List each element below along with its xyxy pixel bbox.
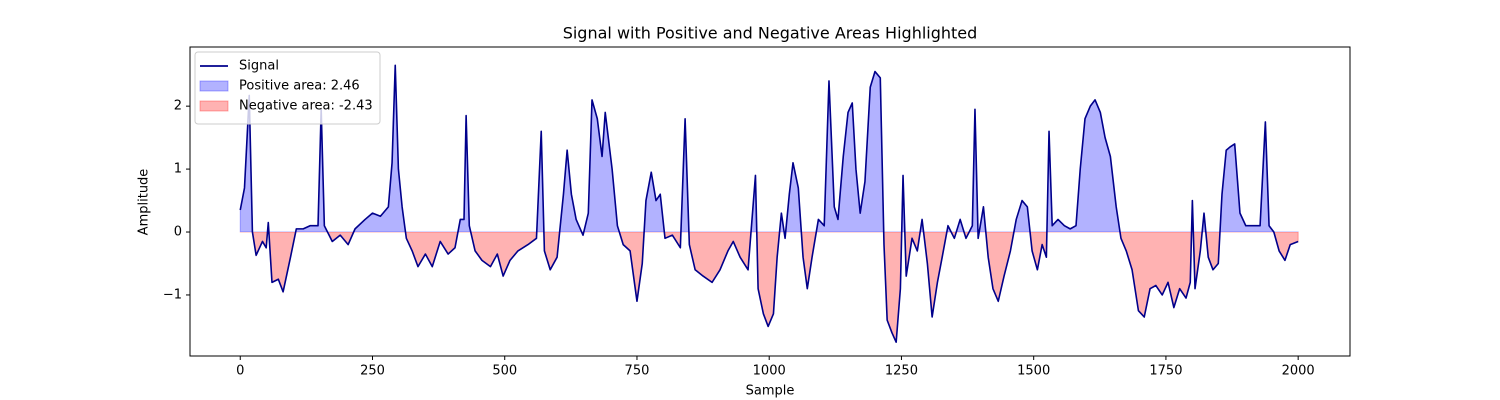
chart-title: Signal with Positive and Negative Areas … bbox=[563, 24, 978, 43]
y-tick-label: 1 bbox=[174, 162, 182, 177]
legend-box bbox=[194, 51, 381, 125]
x-tick-label: 2000 bbox=[1282, 364, 1315, 379]
x-tick-label: 1250 bbox=[885, 364, 918, 379]
plot-area bbox=[239, 64, 1299, 343]
x-tick-label: 1750 bbox=[1149, 364, 1182, 379]
axes-frame bbox=[189, 46, 1351, 357]
x-axis-label: Sample bbox=[746, 384, 795, 399]
x-tick-label: 1500 bbox=[1017, 364, 1050, 379]
legend-swatch bbox=[199, 100, 229, 112]
legend-label: Signal bbox=[239, 59, 279, 74]
legend-label: Positive area: 2.46 bbox=[239, 79, 360, 94]
x-tick-label: 1000 bbox=[753, 364, 786, 379]
x-tick-label: 250 bbox=[360, 364, 385, 379]
x-tick-label: 500 bbox=[492, 364, 517, 379]
legend-label: Negative area: -2.43 bbox=[239, 99, 373, 114]
y-tick-label: −1 bbox=[163, 287, 182, 302]
y-axis-label: Amplitude bbox=[137, 169, 152, 236]
legend: Signal Positive area: 2.46 Negative area: … bbox=[194, 51, 381, 125]
y-tick-label: 0 bbox=[174, 225, 182, 240]
signal-line bbox=[239, 64, 1299, 343]
x-tick-label: 0 bbox=[236, 364, 244, 379]
y-tick-label: 2 bbox=[174, 99, 182, 114]
x-tick-label: 750 bbox=[625, 364, 650, 379]
legend-swatch bbox=[199, 80, 229, 92]
